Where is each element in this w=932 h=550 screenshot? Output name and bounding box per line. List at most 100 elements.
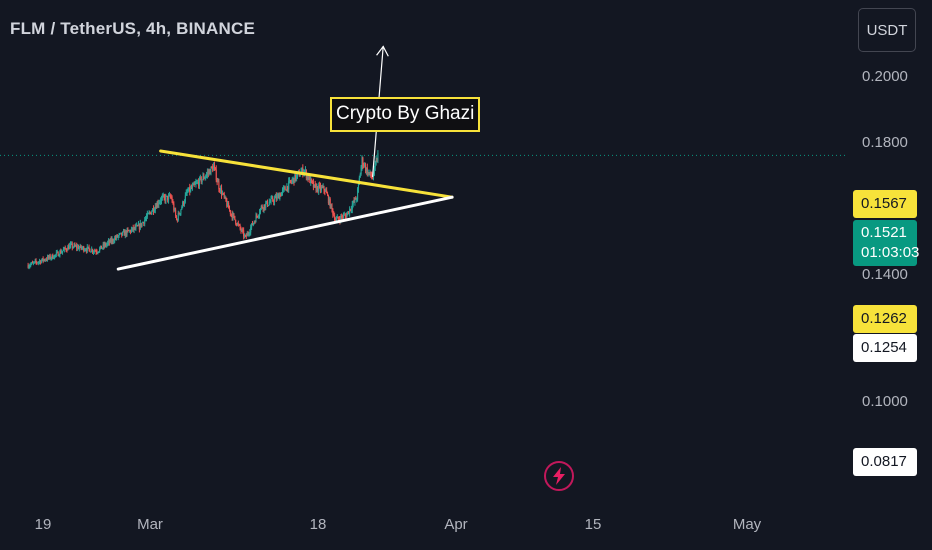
support-line[interactable] [116,195,454,271]
candle-body [83,246,85,251]
candle-body [262,207,264,210]
candle-body [206,172,208,175]
candle-body [221,193,223,195]
candle-body [154,206,156,211]
candle-body [112,239,114,242]
candle-body [278,194,280,200]
candle-body [218,181,220,190]
candle-body [188,187,190,192]
resistance-line[interactable] [159,149,454,199]
candle-body [225,196,227,202]
candle-body [130,229,132,233]
candle-body [81,247,83,249]
candle-body [78,247,80,250]
candle-body [296,175,298,180]
candle-body [162,195,164,197]
candle-body [143,222,145,224]
candle-body [342,217,344,219]
candle-body [277,194,279,196]
candle-body [317,186,319,192]
candle-body [302,168,304,175]
candle-body [34,260,36,262]
candle-body [190,187,193,189]
price-tick: 0.1800 [862,134,908,151]
candle-body [63,247,65,250]
candle-body [175,215,178,220]
candle-body [180,209,182,214]
candle-body [336,216,338,219]
candle-body [213,165,215,171]
candle-body [183,201,185,205]
candle-body [221,188,223,195]
candle-body [88,246,90,249]
candle-body [238,224,240,226]
candle-body [375,160,377,164]
candle-body [342,215,344,219]
candle-body [59,251,61,256]
candle-body [322,186,324,188]
candle-body [260,205,262,209]
candle-body [372,174,375,180]
candle-body [69,245,71,250]
candle-body [65,248,67,251]
candle-body [123,231,125,236]
candle-body [58,255,60,257]
candle-body [102,244,104,248]
candle-body [199,177,201,179]
candle-body [353,200,355,202]
candle-body [62,250,64,253]
time-tick: 19 [34,516,52,533]
candle-body [171,197,173,203]
candle-body [173,203,175,211]
candle-body [28,266,30,268]
candle-body [35,260,37,263]
candle-body [54,254,56,259]
candle-body [80,245,82,249]
candle-body [119,233,121,235]
candle-body [140,223,142,227]
lightning-bolt-icon[interactable] [544,461,574,491]
candle-body [272,197,274,202]
candle-body [368,171,370,174]
candle-body [56,251,58,253]
trendlines-group [116,45,454,271]
candle-body [340,215,342,222]
candle-body [120,232,122,234]
candle-body [271,197,273,199]
candle-body [31,262,34,264]
candle-body [41,258,43,261]
candle-body [304,170,307,172]
candle-body [160,200,162,202]
candle-body [49,255,51,259]
candle-body [196,182,198,184]
candle-body [38,261,40,263]
candle-body [254,221,256,223]
candle-body [64,247,66,249]
price-tag-support-start: 0.0817 [853,448,917,476]
candle-body [176,219,178,221]
candle-body [235,219,237,224]
candle-body [357,182,360,189]
candle-body [216,180,218,182]
candle-body [228,202,230,209]
candle-body [192,183,194,186]
candle-body [37,262,39,264]
candle-body [47,256,49,258]
candle-body [222,193,224,195]
candle-body [266,200,269,206]
candle-body [76,245,78,249]
price-tick: 0.2000 [862,68,908,85]
candle-body [87,246,89,248]
candle-body [68,246,70,250]
candle-body [258,212,261,216]
candle-body [327,195,329,204]
candle-body [289,180,291,182]
candle-body [237,223,239,225]
candle-body [330,204,332,208]
currency-button[interactable]: USDT [858,8,916,52]
candle-body [74,244,76,247]
candle-body [137,224,140,227]
candle-body [258,215,260,217]
candle-body [255,215,257,223]
